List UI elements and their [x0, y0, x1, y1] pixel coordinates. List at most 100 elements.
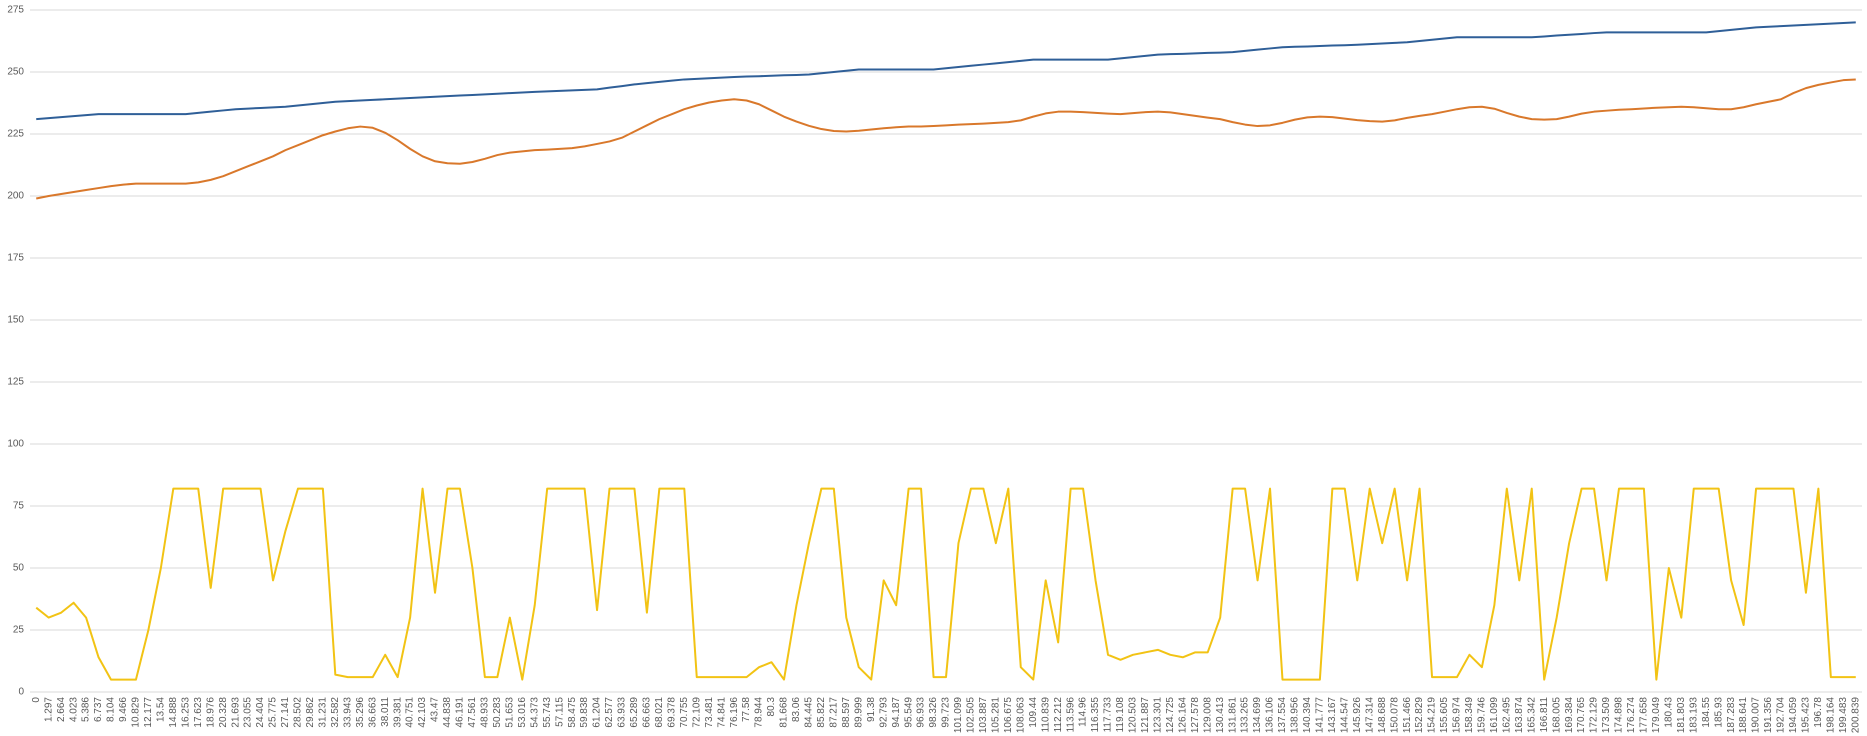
x-tick-label: 70.755: [679, 697, 690, 728]
x-tick-label: 50.283: [492, 697, 503, 728]
x-tick-label: 80.3: [766, 697, 777, 717]
x-tick-label: 53.016: [517, 697, 528, 728]
x-tick-label: 66.663: [642, 697, 653, 728]
x-tick-label: 130.413: [1215, 697, 1226, 734]
x-tick-label: 188.641: [1738, 697, 1749, 734]
x-tick-label: 141.777: [1315, 697, 1326, 734]
x-tick-label: 78.944: [754, 697, 765, 728]
x-tick-label: 84.445: [804, 697, 815, 728]
x-tick-label: 33.943: [342, 697, 353, 728]
x-tick-label: 144.547: [1339, 697, 1350, 734]
x-tick-label: 8.104: [106, 697, 117, 722]
x-tick-label: 159.746: [1477, 697, 1488, 734]
x-tick-label: 192.704: [1776, 697, 1787, 734]
x-tick-label: 140.394: [1302, 697, 1313, 734]
x-tick-label: 169.384: [1564, 697, 1575, 734]
x-tick-label: 38.011: [380, 697, 391, 727]
x-tick-label: 13.54: [155, 697, 166, 722]
x-tick-label: 173.509: [1601, 697, 1612, 734]
x-tick-label: 9.466: [118, 697, 129, 722]
x-tick-label: 43.47: [430, 697, 441, 722]
x-tick-label: 95.549: [903, 697, 914, 728]
x-tick-label: 83.06: [791, 697, 802, 722]
x-tick-label: 101.099: [953, 697, 964, 734]
x-tick-label: 23.055: [243, 697, 254, 728]
x-tick-label: 143.167: [1327, 697, 1338, 734]
x-tick-label: 180.43: [1663, 697, 1674, 728]
x-tick-label: 17.623: [193, 697, 204, 728]
x-tick-label: 108.063: [1015, 697, 1026, 734]
x-tick-label: 147.314: [1364, 697, 1375, 734]
x-tick-label: 57.115: [554, 697, 565, 727]
x-tick-label: 96.933: [916, 697, 927, 728]
x-tick-label: 54.373: [529, 697, 540, 728]
y-tick-label: 0: [18, 687, 24, 698]
x-tick-label: 112.212: [1053, 697, 1064, 733]
x-tick-label: 191.356: [1763, 697, 1774, 734]
x-tick-label: 12.177: [143, 697, 154, 728]
x-tick-label: 88.597: [841, 697, 852, 728]
x-tick-label: 16.253: [180, 697, 191, 728]
x-tick-label: 150.078: [1389, 697, 1400, 734]
x-tick-label: 134.699: [1252, 697, 1263, 734]
x-tick-label: 1.297: [43, 697, 54, 722]
x-tick-label: 127.578: [1190, 697, 1201, 734]
x-tick-label: 35.296: [355, 697, 366, 728]
y-tick-label: 75: [13, 501, 25, 512]
x-tick-label: 98.326: [928, 697, 939, 728]
x-tick-label: 40.751: [405, 697, 416, 728]
x-tick-label: 200.839: [1850, 697, 1861, 734]
x-tick-label: 106.675: [1003, 697, 1014, 734]
line-series: [36, 21, 1856, 121]
x-tick-label: 21.693: [230, 697, 241, 728]
x-tick-label: 163.874: [1514, 697, 1525, 734]
x-tick-label: 20.328: [218, 697, 229, 728]
y-tick-label: 25: [13, 625, 25, 636]
x-tick-label: 65.289: [629, 697, 640, 728]
x-tick-label: 69.378: [666, 697, 677, 728]
x-tick-label: 136.106: [1265, 697, 1276, 734]
line-series: [35, 487, 1856, 681]
x-tick-label: 172.129: [1589, 697, 1600, 734]
x-tick-label: 105.281: [990, 697, 1001, 734]
x-tick-label: 2.664: [56, 697, 67, 722]
x-tick-label: 92.793: [878, 697, 889, 728]
x-tick-label: 99.723: [941, 697, 952, 728]
y-tick-label: 250: [7, 67, 24, 78]
x-tick-label: 131.861: [1227, 697, 1238, 734]
x-tick-label: 28.502: [293, 697, 304, 728]
x-tick-label: 155.605: [1439, 697, 1450, 734]
x-tick-label: 179.049: [1651, 697, 1662, 734]
x-tick-label: 76.196: [729, 697, 740, 728]
x-tick-label: 109.44: [1028, 697, 1039, 728]
x-tick-label: 117.733: [1103, 697, 1114, 733]
x-tick-label: 129.008: [1202, 697, 1213, 734]
x-tick-label: 165.342: [1526, 697, 1537, 734]
x-tick-label: 148.688: [1377, 697, 1388, 734]
x-tick-label: 152.829: [1414, 697, 1425, 734]
x-tick-label: 196.78: [1813, 697, 1824, 728]
x-tick-label: 31.231: [318, 697, 329, 728]
x-tick-label: 120.503: [1128, 697, 1139, 734]
x-tick-label: 87.217: [828, 697, 839, 728]
x-tick-label: 166.811: [1539, 697, 1550, 733]
x-tick-label: 102.505: [966, 697, 977, 734]
x-tick-label: 162.495: [1501, 697, 1512, 734]
x-tick-label: 24.404: [255, 697, 266, 728]
x-tick-label: 14.888: [168, 697, 179, 728]
x-tick-label: 194.059: [1788, 697, 1799, 734]
y-tick-label: 200: [7, 191, 24, 202]
x-tick-label: 195.423: [1801, 697, 1812, 734]
y-tick-label: 50: [13, 563, 25, 574]
x-tick-label: 119.108: [1115, 697, 1126, 733]
x-tick-label: 176.274: [1626, 697, 1637, 734]
x-tick-label: 81.668: [779, 697, 790, 728]
x-tick-label: 4.023: [68, 697, 79, 722]
x-tick-label: 25.775: [268, 697, 279, 728]
x-tick-label: 27.141: [280, 697, 291, 728]
x-tick-label: 44.838: [442, 697, 453, 728]
y-tick-label: 100: [7, 439, 24, 450]
x-tick-label: 156.974: [1452, 697, 1463, 734]
x-tick-label: 121.887: [1140, 697, 1151, 734]
